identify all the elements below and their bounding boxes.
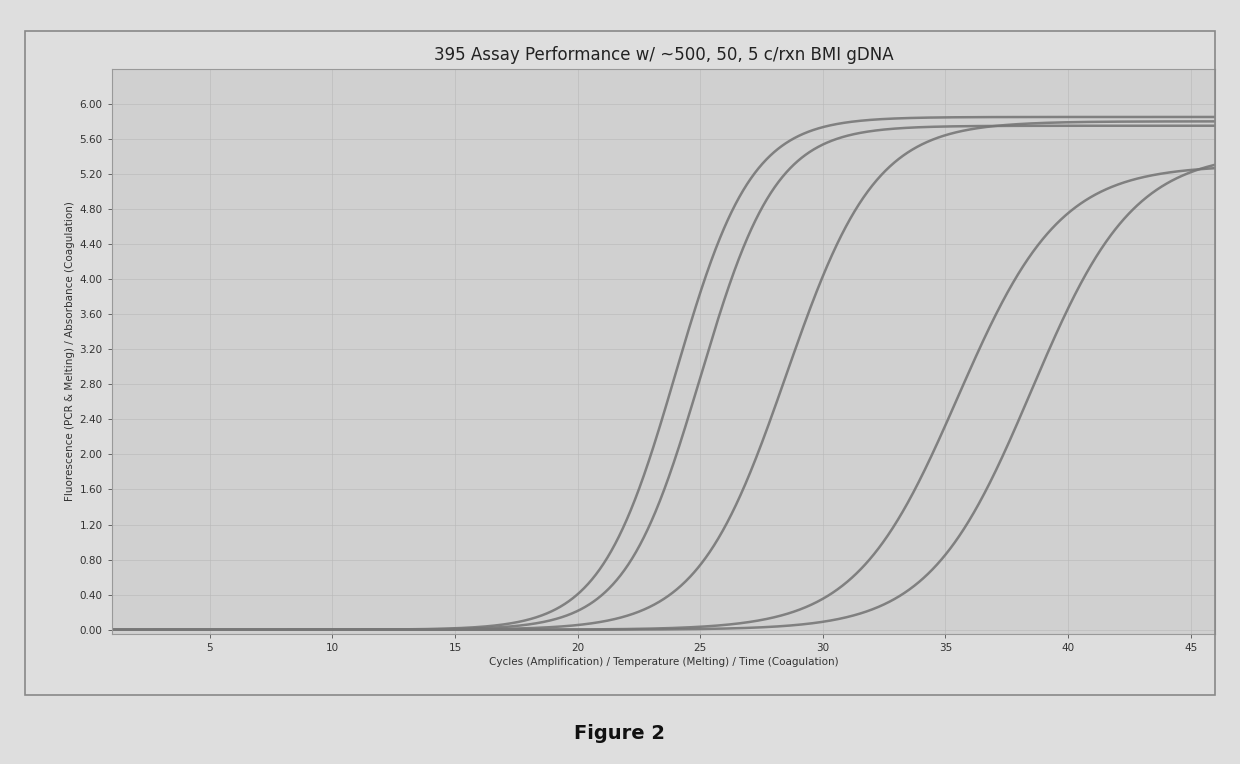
Title: 395 Assay Performance w/ ~500, 50, 5 c/rxn BMI gDNA: 395 Assay Performance w/ ~500, 50, 5 c/r… [434, 47, 893, 64]
Y-axis label: Fluorescence (PCR & Melting) / Absorbance (Coagulation): Fluorescence (PCR & Melting) / Absorbanc… [66, 202, 76, 501]
Text: Figure 2: Figure 2 [574, 724, 666, 743]
X-axis label: Cycles (Amplification) / Temperature (Melting) / Time (Coagulation): Cycles (Amplification) / Temperature (Me… [489, 657, 838, 667]
